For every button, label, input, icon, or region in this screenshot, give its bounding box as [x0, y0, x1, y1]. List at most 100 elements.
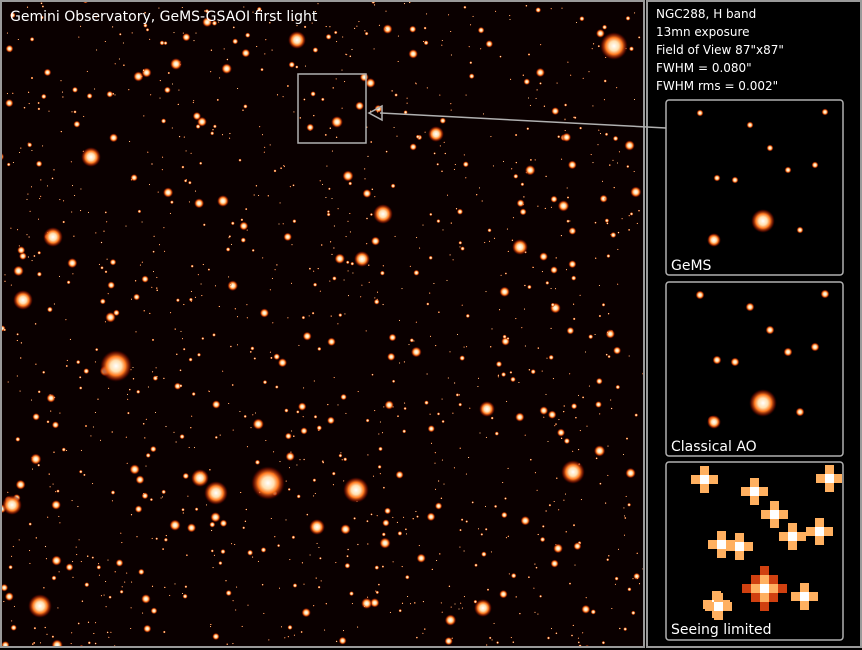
- star: [130, 607, 132, 609]
- star: [46, 306, 53, 313]
- star: [301, 315, 306, 320]
- star: [141, 75, 143, 78]
- star: [4, 592, 14, 602]
- star: [44, 545, 47, 548]
- star: [209, 521, 216, 528]
- star: [252, 418, 264, 430]
- star: [54, 490, 57, 493]
- star: [127, 88, 130, 91]
- star: [611, 607, 613, 610]
- star: [398, 319, 401, 322]
- star: [27, 193, 29, 195]
- star: [376, 298, 379, 301]
- star: [38, 197, 41, 200]
- star: [627, 228, 631, 232]
- star: [606, 331, 609, 334]
- star: [426, 373, 428, 375]
- star: [365, 330, 368, 332]
- bright-star: [428, 126, 444, 142]
- star: [555, 632, 558, 635]
- pixel: [751, 584, 760, 593]
- star: [631, 610, 636, 616]
- star: [328, 187, 331, 191]
- star: [158, 7, 160, 9]
- star: [169, 519, 181, 531]
- bright-star: [354, 251, 370, 267]
- star: [207, 268, 211, 271]
- star: [594, 333, 596, 336]
- star: [81, 600, 84, 603]
- star: [33, 254, 36, 258]
- star: [378, 446, 383, 452]
- star: [303, 25, 307, 29]
- star: [450, 606, 453, 608]
- pixel: [714, 602, 723, 611]
- star: [150, 445, 157, 453]
- star: [93, 88, 96, 90]
- star: [312, 604, 315, 607]
- star: [86, 92, 93, 100]
- star: [212, 566, 214, 569]
- star: [537, 347, 540, 350]
- star: [221, 133, 224, 136]
- star: [274, 268, 276, 271]
- star: [106, 90, 114, 98]
- star: [12, 161, 15, 164]
- star: [398, 609, 402, 613]
- star: [588, 70, 590, 73]
- star: [527, 53, 531, 56]
- star: [449, 102, 452, 105]
- star: [273, 169, 277, 173]
- star: [258, 125, 261, 128]
- pixel: [700, 466, 709, 475]
- pixel: [806, 527, 815, 536]
- star: [161, 489, 167, 495]
- star: [353, 27, 356, 30]
- star: [276, 93, 279, 96]
- star: [202, 263, 205, 266]
- star: [343, 80, 346, 83]
- star: [429, 335, 432, 338]
- star: [397, 35, 400, 37]
- star: [94, 232, 97, 234]
- star: [384, 507, 392, 515]
- star: [80, 560, 83, 563]
- star: [149, 497, 154, 502]
- star: [459, 528, 462, 532]
- star: [212, 333, 216, 337]
- star: [230, 243, 233, 246]
- star: [374, 297, 376, 299]
- star: [66, 280, 71, 285]
- star: [458, 402, 463, 407]
- star: [536, 89, 538, 91]
- star: [103, 594, 105, 596]
- star: [254, 459, 261, 465]
- star: [107, 387, 110, 390]
- star: [505, 536, 508, 539]
- star: [382, 519, 390, 527]
- star: [415, 510, 417, 513]
- star: [90, 435, 92, 437]
- star: [366, 596, 369, 598]
- star: [195, 32, 197, 34]
- pixel: [717, 531, 726, 540]
- star: [87, 641, 91, 645]
- star: [246, 445, 249, 448]
- star: [508, 573, 511, 575]
- star: [440, 497, 443, 500]
- star: [372, 475, 375, 478]
- star: [95, 15, 98, 18]
- star: [515, 412, 525, 422]
- star: [606, 253, 611, 259]
- star: [125, 572, 128, 574]
- star: [42, 370, 46, 374]
- star: [244, 520, 247, 523]
- star: [613, 346, 622, 355]
- star: [18, 539, 21, 541]
- star: [128, 140, 131, 143]
- star: [590, 153, 592, 156]
- star: [610, 231, 617, 239]
- pixel: [760, 575, 769, 584]
- star: [299, 458, 301, 461]
- inset-stars: [695, 289, 830, 429]
